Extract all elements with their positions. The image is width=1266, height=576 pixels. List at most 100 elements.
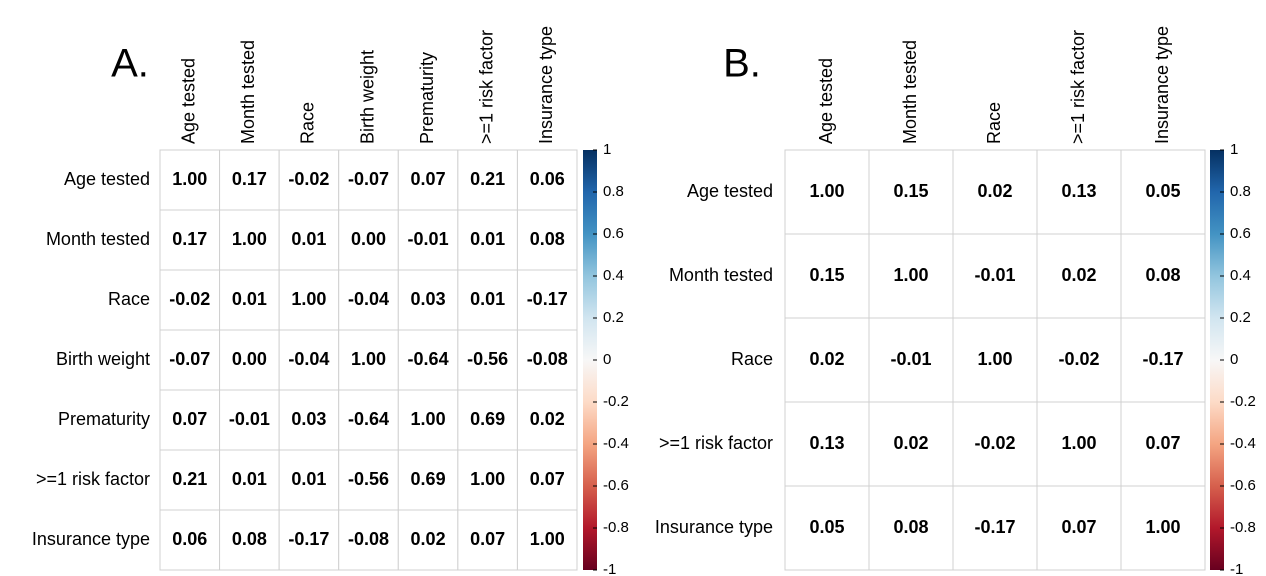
- cell-label: 0.05: [809, 517, 844, 537]
- cell-label: 0.00: [351, 229, 386, 249]
- cell-label: -0.02: [974, 433, 1015, 453]
- cell: [159, 449, 221, 511]
- cell: [868, 149, 954, 235]
- cell: [1036, 485, 1122, 571]
- colorbar-tick-label: -0.2: [1230, 393, 1256, 410]
- cell: [784, 233, 870, 319]
- cell-label: -0.01: [974, 265, 1015, 285]
- colorbar-tick-label: 0.8: [1230, 183, 1251, 200]
- cell: [457, 329, 518, 391]
- column-label: Age tested: [179, 58, 199, 144]
- cell-label: -0.17: [527, 289, 568, 309]
- cell-label: -0.64: [408, 349, 449, 369]
- cell-label: -0.56: [348, 469, 389, 489]
- cell: [219, 269, 280, 331]
- cell-label: 0.08: [1145, 265, 1180, 285]
- colorbar-tick-label: 1: [603, 141, 611, 158]
- colorbar-tick-label: -0.6: [603, 477, 629, 494]
- panel-title: A.: [111, 42, 149, 86]
- cell: [278, 209, 340, 271]
- cell-label: 0.02: [893, 433, 928, 453]
- cell: [516, 329, 578, 391]
- cell: [1120, 149, 1206, 235]
- cell-label: -0.01: [890, 349, 931, 369]
- cell-label: 0.01: [291, 229, 326, 249]
- colorbar-tick-label: 0.4: [1230, 267, 1251, 284]
- row-label: Age tested: [64, 169, 150, 189]
- cell-label: 0.07: [530, 469, 565, 489]
- cell: [1120, 485, 1206, 571]
- cell-label: -0.01: [229, 409, 270, 429]
- cell: [1036, 317, 1122, 403]
- column-label: Month tested: [238, 40, 258, 144]
- column-label: Age tested: [816, 58, 836, 144]
- column-label: Prematurity: [417, 52, 437, 144]
- colorbar: [583, 150, 597, 570]
- cell: [516, 449, 578, 511]
- row-label: Race: [731, 349, 773, 369]
- cell-label: 0.01: [232, 289, 267, 309]
- panel-title: B.: [723, 42, 761, 86]
- cell-label: 0.02: [977, 181, 1012, 201]
- row-label: Month tested: [669, 265, 773, 285]
- colorbar: [1210, 150, 1224, 570]
- cell: [952, 401, 1038, 487]
- cell: [219, 329, 280, 391]
- cell-label: -0.02: [169, 289, 210, 309]
- cell-label: 1.00: [172, 169, 207, 189]
- colorbar-tick-label: 0.6: [1230, 225, 1251, 242]
- cell-label: 0.13: [809, 433, 844, 453]
- colorbar-tick-label: 0.4: [603, 267, 624, 284]
- row-label: Race: [108, 289, 150, 309]
- cell: [952, 317, 1038, 403]
- cell: [457, 509, 518, 571]
- cell: [952, 485, 1038, 571]
- cell: [1120, 233, 1206, 319]
- cell-label: -0.08: [527, 349, 568, 369]
- row-label: Month tested: [46, 229, 150, 249]
- row-label: Insurance type: [655, 517, 773, 537]
- cell-label: -0.17: [1142, 349, 1183, 369]
- column-label: Race: [984, 102, 1004, 144]
- cell-label: 0.69: [411, 469, 446, 489]
- cell-label: 1.00: [893, 265, 928, 285]
- cell-label: 0.07: [411, 169, 446, 189]
- cell-label: 0.02: [1061, 265, 1096, 285]
- cell-label: -0.01: [408, 229, 449, 249]
- cell-label: 0.17: [232, 169, 267, 189]
- cell-label: 0.01: [470, 289, 505, 309]
- cell-label: 1.00: [809, 181, 844, 201]
- cell-label: 1.00: [1145, 517, 1180, 537]
- column-label: Month tested: [900, 40, 920, 144]
- cell-label: 0.01: [470, 229, 505, 249]
- cell: [278, 389, 340, 451]
- cell-label: -0.04: [288, 349, 329, 369]
- cell: [338, 449, 399, 511]
- cell-label: 0.07: [172, 409, 207, 429]
- cell: [278, 509, 340, 571]
- cell: [397, 269, 459, 331]
- cell-label: 0.06: [172, 529, 207, 549]
- row-label: Prematurity: [58, 409, 150, 429]
- row-label: Age tested: [687, 181, 773, 201]
- cell: [516, 209, 578, 271]
- cell: [278, 269, 340, 331]
- cell: [159, 329, 221, 391]
- cell-label: 0.15: [893, 181, 928, 201]
- cell-label: 0.02: [809, 349, 844, 369]
- cell: [338, 329, 399, 391]
- cell: [784, 317, 870, 403]
- cell: [159, 149, 221, 211]
- cell-label: 1.00: [351, 349, 386, 369]
- column-label: >=1 risk factor: [1068, 30, 1088, 144]
- cell-label: 0.07: [1145, 433, 1180, 453]
- cell-label: -0.04: [348, 289, 389, 309]
- cell-label: 1.00: [470, 469, 505, 489]
- cell: [397, 449, 459, 511]
- row-label: Insurance type: [32, 529, 150, 549]
- cell: [952, 233, 1038, 319]
- cell-label: -0.17: [288, 529, 329, 549]
- colorbar-tick-label: -0.4: [1230, 435, 1256, 452]
- cell: [219, 149, 280, 211]
